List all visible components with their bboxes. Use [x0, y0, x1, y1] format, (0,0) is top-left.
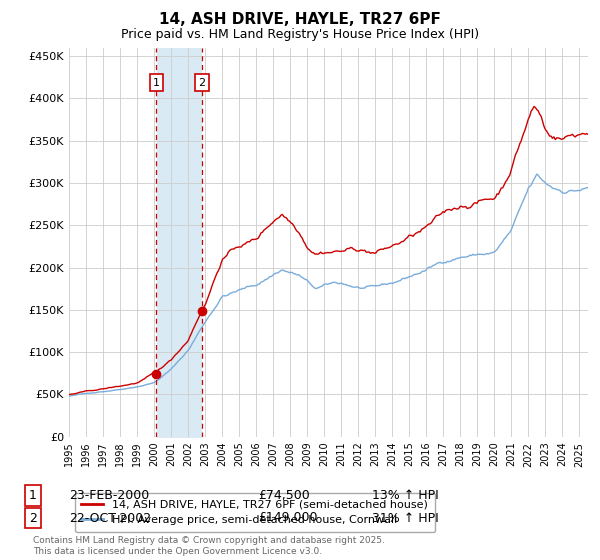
- Text: 1: 1: [153, 78, 160, 87]
- Text: 31% ↑ HPI: 31% ↑ HPI: [372, 511, 439, 525]
- Text: 2: 2: [199, 78, 205, 87]
- Text: 23-FEB-2000: 23-FEB-2000: [69, 489, 149, 502]
- Text: £74,500: £74,500: [258, 489, 310, 502]
- Text: Price paid vs. HM Land Registry's House Price Index (HPI): Price paid vs. HM Land Registry's House …: [121, 28, 479, 41]
- Text: 22-OCT-2002: 22-OCT-2002: [69, 511, 151, 525]
- Text: 1: 1: [29, 489, 37, 502]
- Text: 14, ASH DRIVE, HAYLE, TR27 6PF: 14, ASH DRIVE, HAYLE, TR27 6PF: [159, 12, 441, 27]
- Text: 2: 2: [29, 511, 37, 525]
- Text: £149,000: £149,000: [258, 511, 317, 525]
- Text: 13% ↑ HPI: 13% ↑ HPI: [372, 489, 439, 502]
- Text: Contains HM Land Registry data © Crown copyright and database right 2025.
This d: Contains HM Land Registry data © Crown c…: [33, 536, 385, 556]
- Legend: 14, ASH DRIVE, HAYLE, TR27 6PF (semi-detached house), HPI: Average price, semi-d: 14, ASH DRIVE, HAYLE, TR27 6PF (semi-det…: [74, 493, 435, 532]
